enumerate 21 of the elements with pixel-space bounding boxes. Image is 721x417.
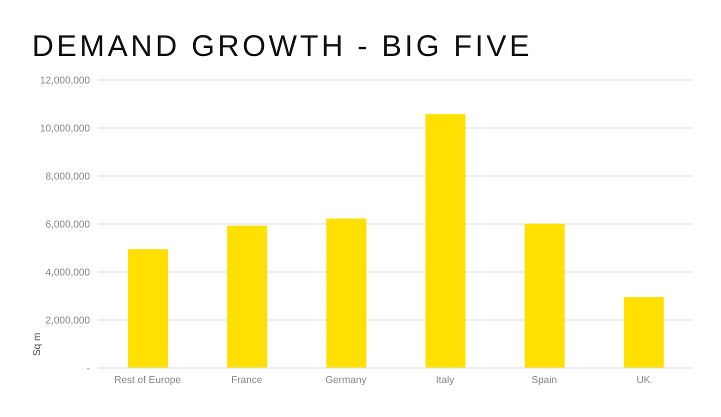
y-tick-label: 6,000,000 (46, 220, 90, 231)
y-tick-label: 2,000,000 (46, 316, 90, 327)
bar (426, 114, 466, 368)
x-tick-label: Germany (325, 375, 366, 386)
y-tick-label: 4,000,000 (46, 268, 90, 279)
y-axis-title: Sq m (32, 332, 43, 356)
x-tick-label: Italy (436, 375, 454, 386)
bar (227, 226, 268, 368)
x-tick-label: UK (636, 375, 651, 386)
bar (624, 296, 664, 368)
chart-title: DEMAND GROWTH - BIG FIVE (32, 30, 532, 64)
y-tick-label: 10,000,000 (40, 124, 90, 135)
y-tick-label: - (86, 364, 90, 375)
x-tick-label: Spain (531, 375, 558, 386)
y-tick-label: 8,000,000 (46, 172, 90, 183)
x-tick-label: Rest of Europe (114, 375, 182, 386)
bar (128, 249, 168, 368)
bar (326, 218, 366, 368)
y-tick-label: 12,000,000 (40, 76, 90, 87)
x-tick-label: France (231, 375, 263, 386)
bar (524, 224, 565, 368)
